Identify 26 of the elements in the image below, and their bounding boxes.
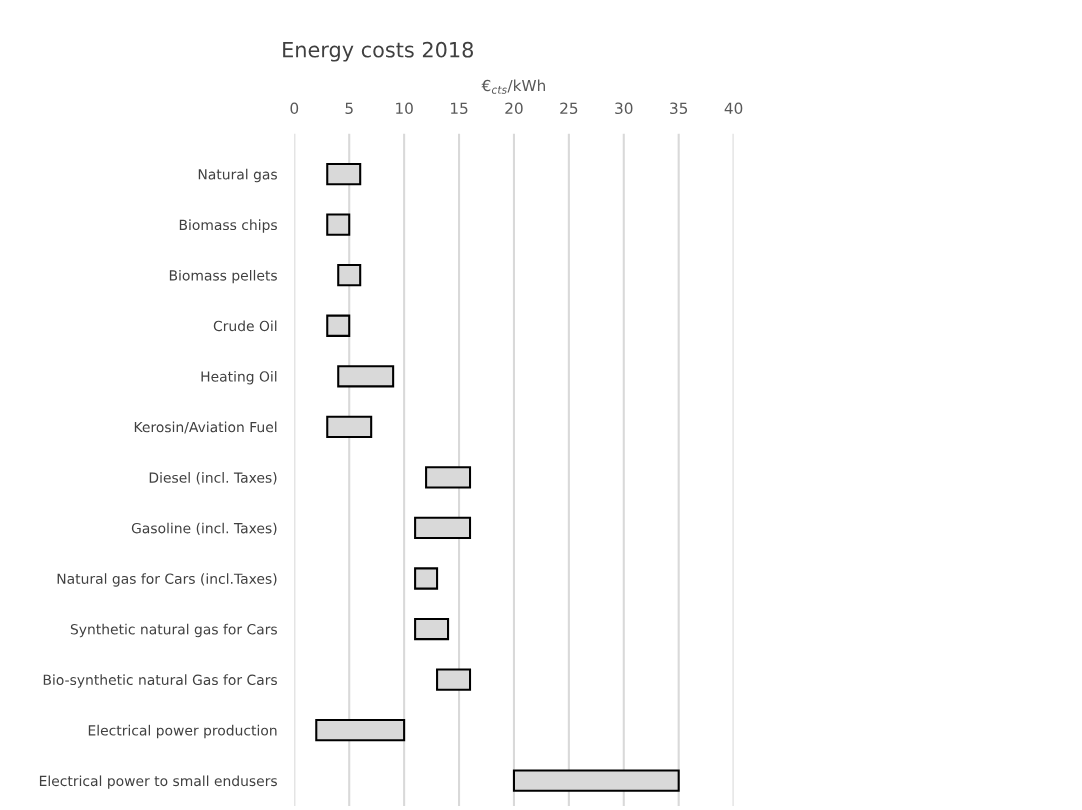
x-tick-label: 15 — [451, 102, 468, 115]
y-tick-label: Bio-synthetic natural Gas for Cars — [43, 674, 277, 688]
x-tick-label: 5 — [345, 102, 353, 115]
x-tick-label: 40 — [724, 102, 743, 115]
chart-title: Energy costs 2018 — [283, 41, 473, 62]
y-tick-label: Electrical power to small endusers — [39, 775, 277, 789]
y-tick-label: Diesel (incl. Taxes) — [149, 472, 277, 485]
x-axis-title: €$_{cts}$/kWh — [481, 79, 545, 94]
y-tick-label: Natural gas — [198, 168, 277, 183]
y-tick-label: Biomass pellets — [169, 269, 277, 284]
y-tick-label: Synthetic natural gas for Cars — [70, 623, 277, 638]
y-tick-label: Electrical power production — [88, 724, 277, 739]
y-tick-label: Heating Oil — [201, 371, 277, 385]
x-tick-label: 10 — [396, 102, 413, 115]
x-tick-label: 20 — [505, 102, 523, 115]
x-tick-label: 30 — [615, 102, 633, 115]
x-tick-label: 35 — [670, 102, 688, 115]
y-tick-label: Biomass chips — [179, 219, 277, 233]
bar — [414, 617, 450, 641]
y-tick-label: Natural gas for Cars (incl.Taxes) — [57, 573, 277, 587]
y-tick-label: Gasoline (incl. Taxes) — [131, 522, 277, 536]
x-tick-label: 25 — [560, 102, 578, 115]
x-tick-label: 0 — [290, 102, 299, 115]
y-tick-label: Crude Oil — [213, 320, 277, 332]
bar — [414, 567, 439, 590]
y-tick-label: Kerosin/Aviation Fuel — [134, 421, 277, 434]
